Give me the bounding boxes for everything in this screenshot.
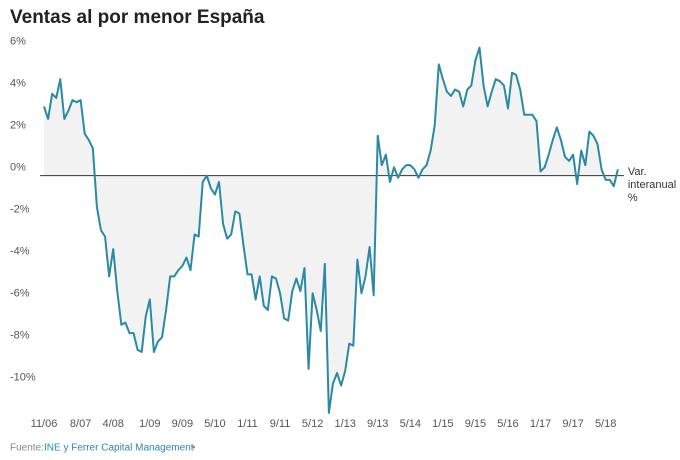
y-tick-label: -6% [10, 288, 30, 300]
line [43, 46, 619, 414]
x-tick-label: 4/08 [102, 418, 123, 430]
x-tick-label: 9/17 [562, 418, 583, 430]
area [44, 47, 618, 413]
x-tick-label: 9/11 [270, 418, 291, 430]
y-tick-label: -4% [10, 246, 30, 258]
x-tick-label: 5/12 [302, 418, 323, 430]
x-tick-label: 9/15 [465, 418, 486, 430]
y-tick-label: -8% [10, 330, 30, 342]
x-tick-label: 1/17 [530, 418, 551, 430]
x-tick-label: 11/06 [31, 418, 58, 430]
annotation: Var. [628, 166, 647, 178]
y-tick-label: 2% [10, 120, 26, 132]
y-tick-label: -2% [10, 204, 30, 216]
x-tick-label: 8/07 [70, 418, 91, 430]
y-tick-label: -10% [10, 372, 36, 384]
x-tick-label: 5/14 [400, 418, 421, 430]
y-tick-label: 0% [10, 162, 26, 174]
x-tick-label: 5/10 [204, 418, 225, 430]
x-tick-label: 9/13 [367, 418, 388, 430]
annotation: % [628, 192, 638, 204]
x-tick-label: 9/09 [172, 418, 193, 430]
y-tick-label: 4% [10, 78, 26, 90]
x-tick-label: 1/13 [334, 418, 355, 430]
y-tick-label: 6% [10, 36, 26, 48]
x-tick-label: 5/18 [595, 418, 616, 430]
x-tick-label: 1/09 [139, 418, 160, 430]
annotation: interanual [628, 179, 676, 191]
source-link[interactable]: INE y Ferrer Capital Management [44, 443, 194, 454]
x-tick-label: 5/16 [497, 418, 518, 430]
chart-title: Ventas al por menor España [10, 7, 265, 28]
x-tick-label: 1/11 [237, 418, 258, 430]
source-label: Fuente: [10, 443, 44, 454]
x-tick-label: 1/15 [432, 418, 453, 430]
source-end: • [192, 443, 196, 454]
